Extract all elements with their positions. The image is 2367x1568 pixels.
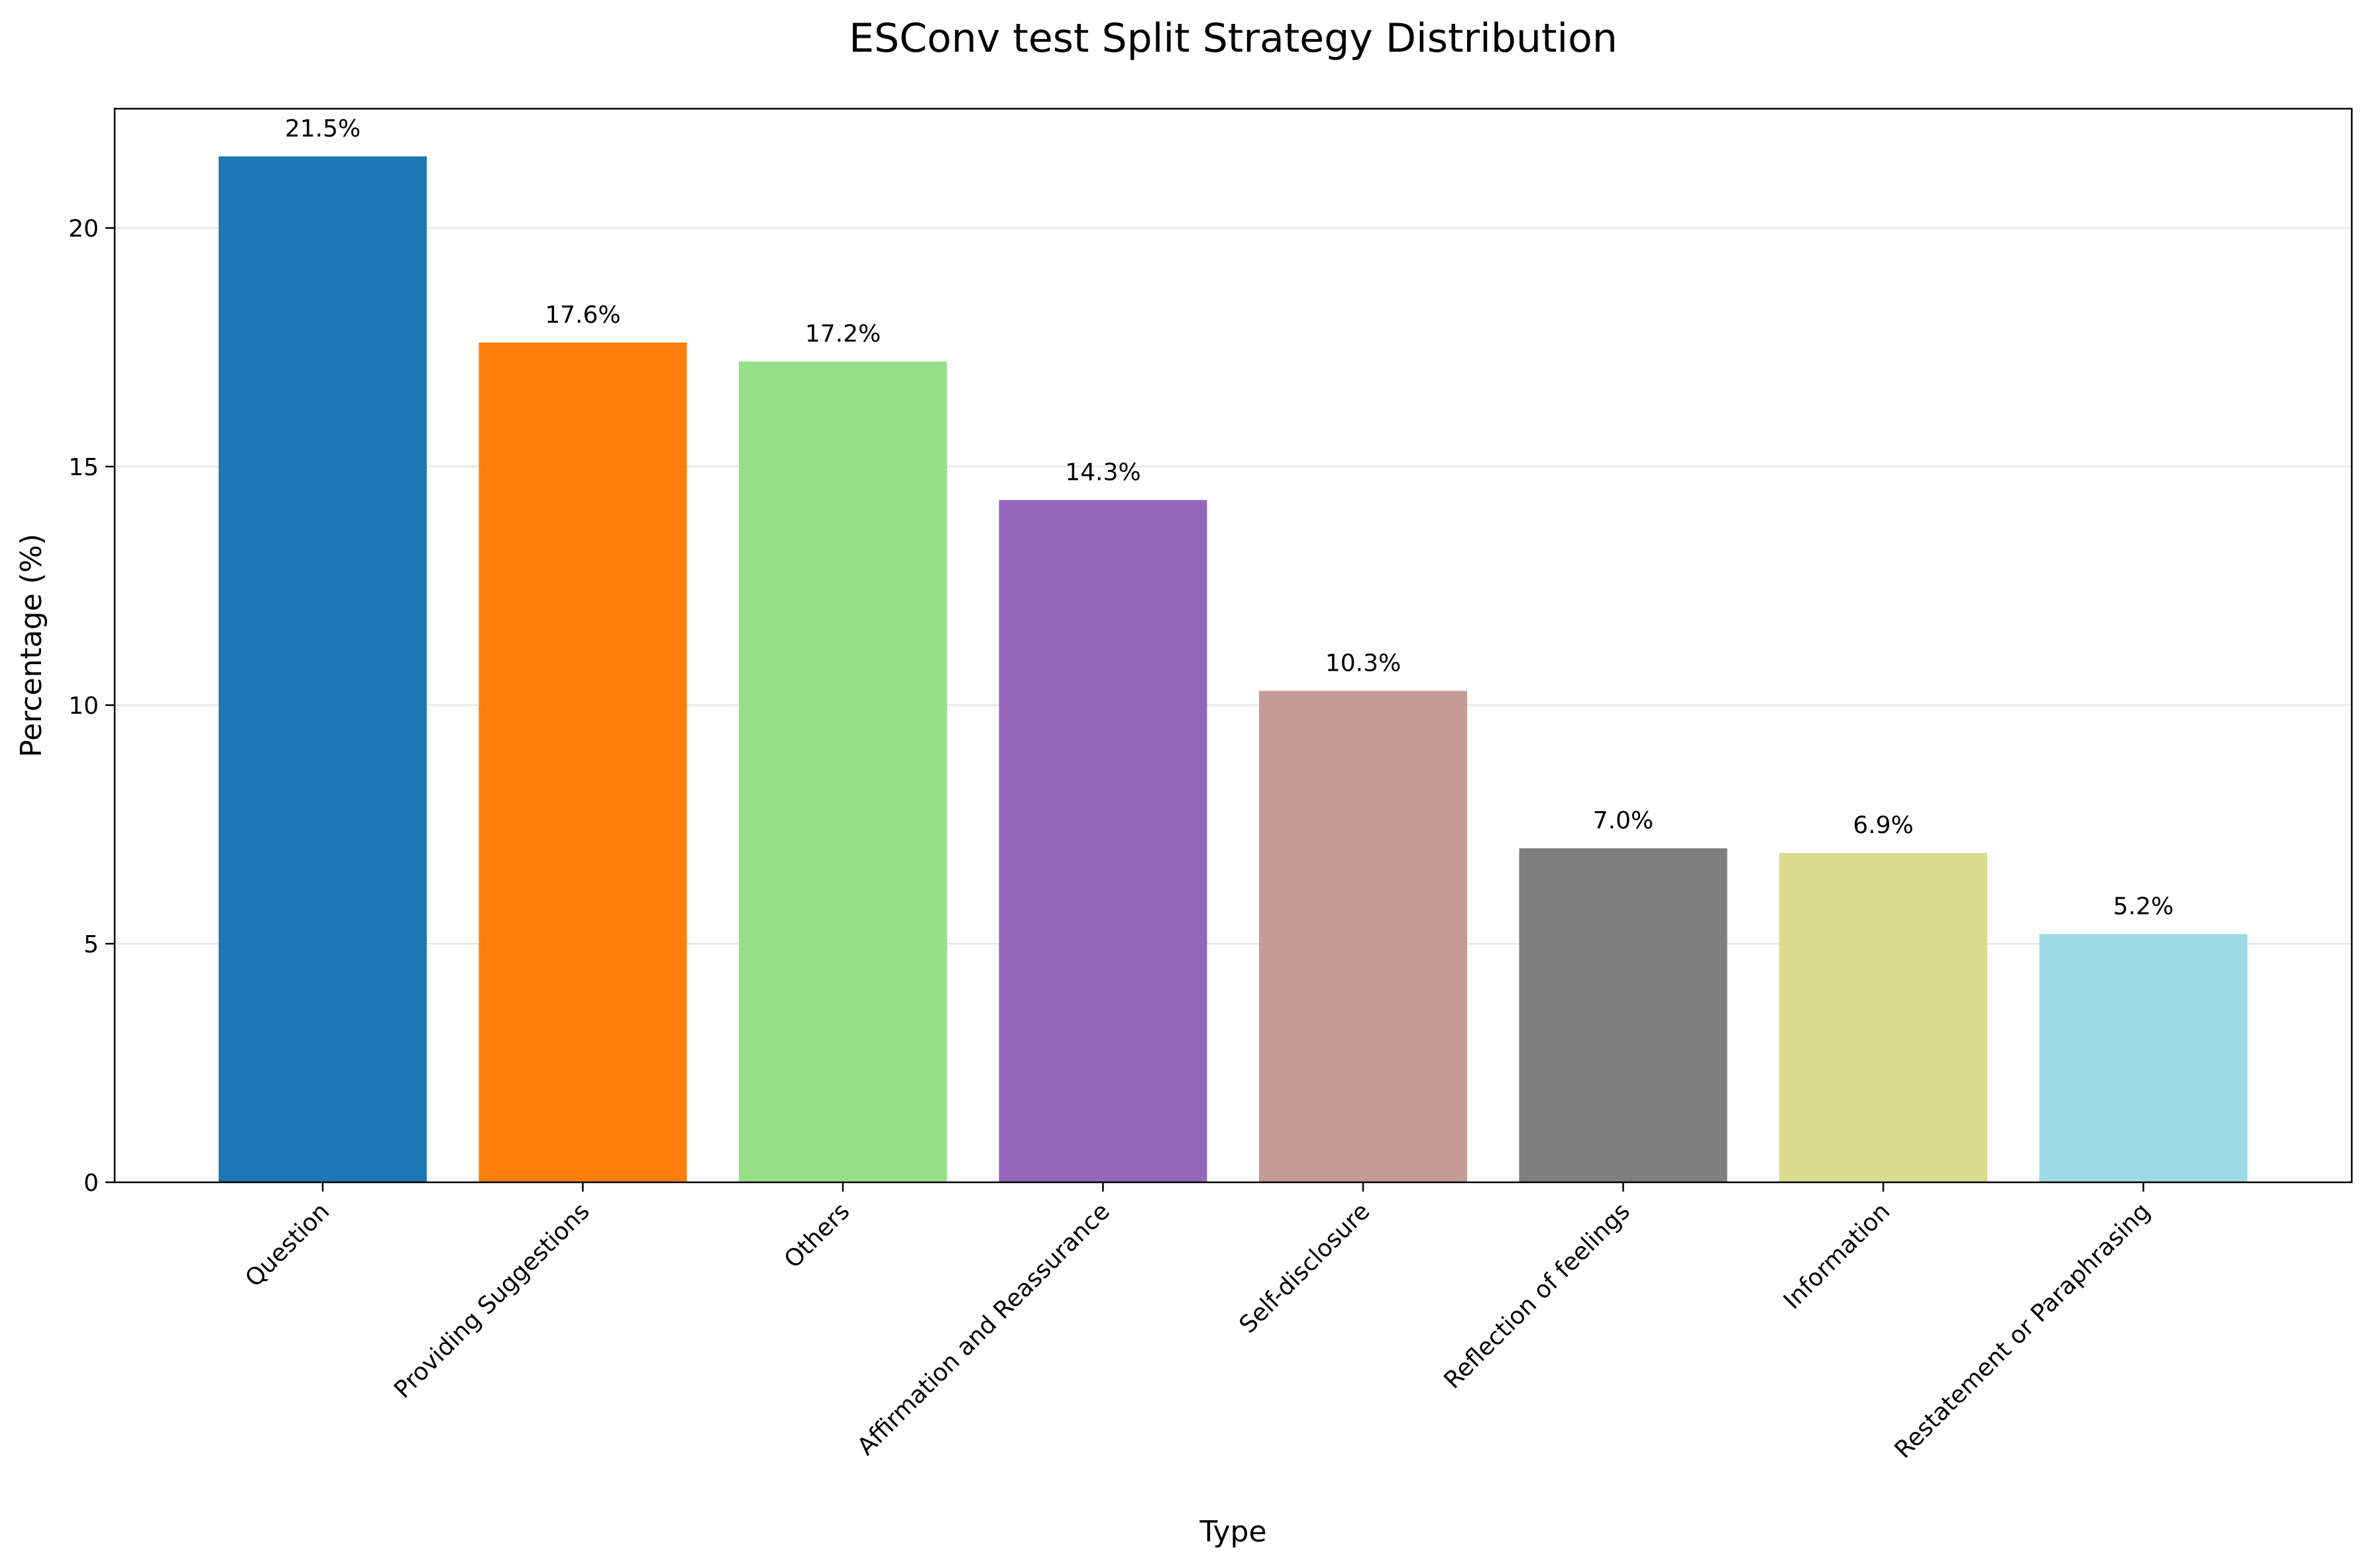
plot-frame	[113, 107, 2353, 1184]
y-tick-label: 5	[83, 931, 99, 958]
bar-value-label: 21.5%	[285, 115, 360, 142]
x-tick-label: Reflection of feelings	[1439, 1198, 1635, 1394]
x-tick-label: Question	[241, 1198, 335, 1292]
bar	[1519, 848, 1728, 1182]
x-axis-ticks: Question Providing Suggestions OthersAffir…	[241, 1182, 2156, 1464]
bar	[1779, 853, 1987, 1182]
y-tick-label: 20	[68, 215, 99, 243]
x-tick-label: Self-disclosure	[1235, 1198, 1376, 1339]
bar	[739, 361, 947, 1182]
bar-value-label: 14.3%	[1065, 459, 1140, 486]
bar	[2039, 934, 2248, 1182]
bar-value-label: 7.0%	[1593, 807, 1653, 834]
x-tick-label: Restatement or Paraphrasing	[1890, 1198, 2156, 1463]
bar-value-label: 5.2%	[2113, 893, 2174, 921]
bar	[219, 156, 427, 1182]
bar	[1259, 691, 1467, 1182]
y-tick-label: 0	[83, 1170, 99, 1197]
bar-value-label: 17.2%	[805, 321, 881, 348]
data-labels: 21.5% 17.6% 17.2% 14.3% 10.3% 7.0% 6.9% 5.2%	[285, 115, 2174, 921]
bar	[478, 342, 687, 1182]
bar-value-label: 10.3%	[1325, 649, 1401, 677]
chart-title: ESConv test Split Strategy Distribution	[849, 15, 1618, 62]
bars	[219, 156, 2248, 1182]
x-tick-label: Providing Suggestions	[389, 1198, 595, 1404]
bar	[999, 500, 1207, 1182]
x-tick-label: Others	[779, 1198, 855, 1274]
x-tick-label: Information	[1779, 1198, 1895, 1314]
x-axis-label: Type	[1199, 1515, 1266, 1549]
y-tick-label: 10	[68, 693, 99, 720]
y-axis-label: Percentage (%)	[15, 533, 48, 757]
y-axis-ticks: 0 5 10 15 20	[68, 215, 115, 1197]
y-tick-label: 15	[68, 454, 99, 481]
gridlines	[115, 227, 2352, 945]
bar-value-label: 17.6%	[545, 302, 620, 329]
bar-value-label: 6.9%	[1853, 812, 1913, 839]
x-tick-label: Affirmation and Reassurance	[852, 1198, 1115, 1461]
